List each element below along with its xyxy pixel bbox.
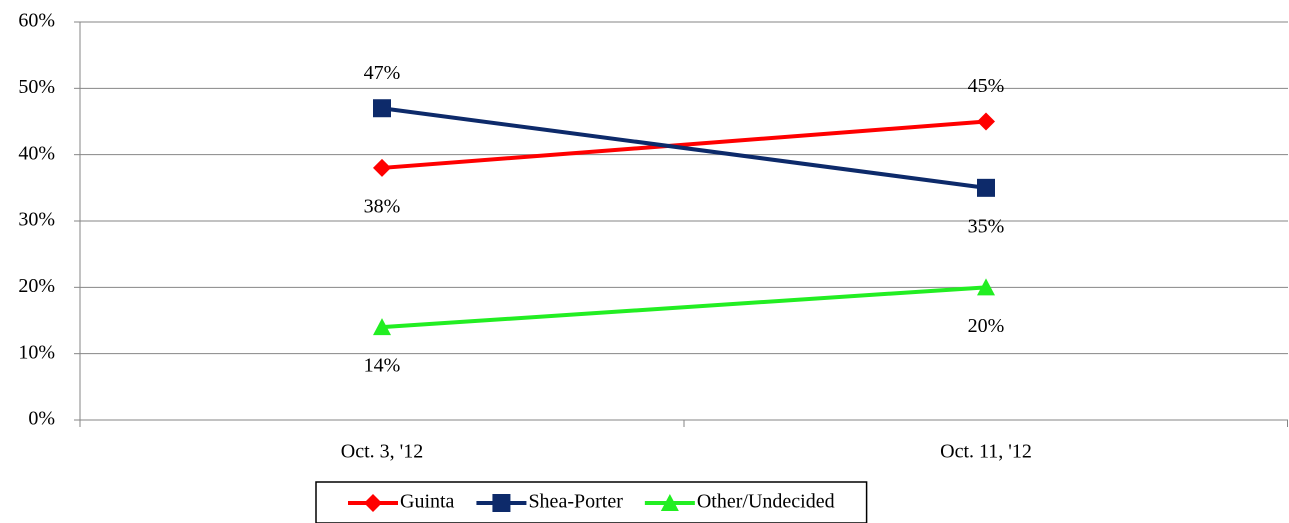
marker xyxy=(373,318,391,336)
data-label: 45% xyxy=(968,75,1005,97)
legend-item: Guinta xyxy=(348,491,455,513)
data-label: 47% xyxy=(364,62,401,84)
data-label: 38% xyxy=(364,196,401,218)
legend-label: Other/Undecided xyxy=(697,491,835,513)
series-line xyxy=(381,285,987,330)
data-label: 35% xyxy=(968,215,1005,237)
legend-item: Other/Undecided xyxy=(644,491,835,513)
series-line xyxy=(381,106,987,190)
legend-item: Shea-Porter xyxy=(476,491,623,513)
marker xyxy=(492,494,511,512)
marker xyxy=(373,158,391,177)
legend-box xyxy=(315,481,868,523)
marker xyxy=(977,178,995,197)
marker xyxy=(977,278,995,296)
y-tick-label: 10% xyxy=(18,341,55,363)
legend-label: Guinta xyxy=(400,491,455,513)
legend-label: Shea-Porter xyxy=(528,491,623,513)
x-tick-label: Oct. 11, '12 xyxy=(940,441,1032,463)
data-label: 14% xyxy=(364,355,401,377)
legend: Guinta Shea-Porter Other/Undecided xyxy=(315,481,868,523)
y-tick-label: 50% xyxy=(18,76,55,98)
y-tick-label: 30% xyxy=(18,209,55,231)
series-line xyxy=(381,119,987,170)
x-tick-label: Oct. 3, '12 xyxy=(341,441,423,463)
marker xyxy=(364,494,382,512)
marker xyxy=(373,99,391,118)
y-tick-label: 40% xyxy=(18,142,55,164)
marker xyxy=(660,494,679,511)
y-tick-label: 20% xyxy=(18,275,55,297)
data-label: 20% xyxy=(968,315,1005,337)
y-tick-label: 60% xyxy=(18,10,55,32)
y-tick-label: 0% xyxy=(28,408,55,430)
marker xyxy=(977,112,995,131)
